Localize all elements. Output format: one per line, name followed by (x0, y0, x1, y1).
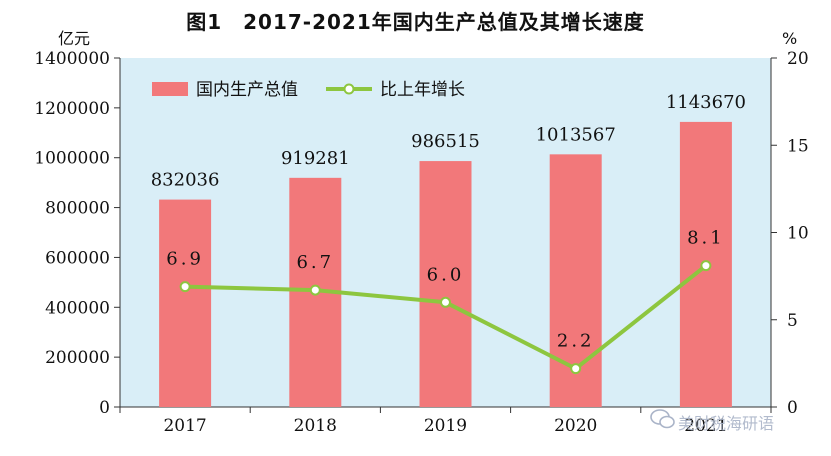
bar-data-label: 832036 (151, 170, 220, 191)
left-axis: 0 200000 400000 600000 800000 1000000 1200000 1… (34, 49, 121, 418)
x-tick-label: 2017 (163, 416, 206, 436)
line-point (179, 281, 191, 293)
right-tick-label: 20 (787, 49, 809, 69)
legend: 国内生产总值 比上年增长 (152, 80, 465, 100)
legend-bar-swatch (152, 82, 188, 96)
right-axis: 0 5 10 15 20 (770, 49, 809, 418)
line-point (309, 284, 321, 296)
legend-bar-label: 国内生产总值 (196, 80, 298, 100)
legend-line-label: 比上年增长 (380, 80, 465, 100)
right-axis-unit: % (782, 29, 798, 48)
right-tick-label: 15 (787, 136, 809, 156)
right-tick-label: 0 (787, 398, 798, 418)
x-tick-label: 2020 (554, 416, 597, 436)
line-data-label: 6.9 (166, 249, 204, 270)
line-point (440, 296, 451, 308)
bar-data-label: 1143670 (666, 92, 746, 113)
bar-data-label: 986515 (411, 131, 480, 152)
line-series: 6.9 6.7 6.0 2.2 8.1 (166, 228, 725, 375)
line-point (570, 363, 582, 375)
bar-data-label: 919281 (281, 148, 350, 169)
x-tick-label: 2019 (424, 416, 467, 436)
watermark-text: 美财税海研语 (678, 414, 775, 433)
left-tick-label: 200000 (45, 348, 110, 368)
bar-data-label: 1013567 (536, 124, 616, 145)
right-tick-label: 5 (787, 311, 798, 331)
line-point (700, 260, 712, 272)
line-data-label: 6.7 (296, 252, 334, 273)
line-data-label: 2.2 (557, 331, 595, 352)
x-tick-label: 2021 (684, 416, 727, 436)
bar (159, 199, 212, 407)
left-tick-label: 1200000 (34, 99, 110, 119)
wechat-icon (650, 409, 675, 429)
left-tick-label: 800000 (45, 199, 110, 219)
left-tick-label: 400000 (45, 298, 110, 318)
line-data-label: 6.0 (427, 264, 465, 285)
chart-title: 图1 2017-2021年国内生产总值及其增长速度 (186, 10, 645, 34)
x-tick-label: 2018 (294, 416, 337, 436)
left-tick-label: 1400000 (34, 49, 110, 69)
left-axis-unit: 亿元 (58, 29, 91, 48)
right-tick-label: 10 (787, 224, 809, 244)
line-data-label: 8.1 (687, 228, 725, 249)
legend-line-marker (343, 83, 355, 95)
left-tick-label: 600000 (45, 248, 110, 268)
bar (419, 161, 472, 407)
left-tick-label: 0 (99, 398, 110, 418)
left-tick-label: 1000000 (34, 149, 110, 169)
